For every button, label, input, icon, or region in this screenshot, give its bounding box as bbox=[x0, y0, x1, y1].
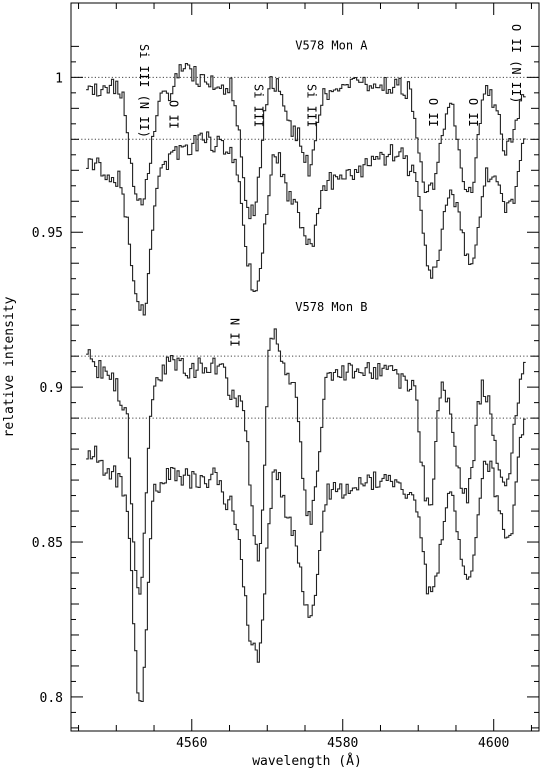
x-tick-label: 4600 bbox=[478, 736, 509, 751]
y-tick-label: 0.85 bbox=[32, 536, 63, 551]
star-label: V578 Mon A bbox=[295, 38, 368, 52]
x-tick-label: 4560 bbox=[176, 736, 207, 751]
y-tick-label: 1 bbox=[55, 71, 63, 86]
x-tick-label: 4580 bbox=[327, 736, 358, 751]
spectrum-series bbox=[86, 418, 526, 703]
line-id-label: O II bbox=[466, 98, 480, 127]
spectrum-series bbox=[86, 131, 526, 316]
x-axis-ticks: 4560 4580 4600 bbox=[78, 3, 532, 751]
line-id-label: O II bbox=[426, 98, 440, 127]
line-id-label: N II bbox=[228, 318, 242, 347]
spectra bbox=[86, 63, 526, 703]
y-axis-label: relative intensity bbox=[2, 296, 17, 437]
line-identifications: Si III (N II) O II Si III Si III O II O II O I… bbox=[137, 24, 523, 347]
line-id-label: Si III (N II) bbox=[137, 44, 151, 138]
line-id-label: O II (N II) bbox=[509, 24, 523, 103]
y-tick-label: 0.95 bbox=[32, 226, 63, 241]
star-label: V578 Mon B bbox=[295, 300, 367, 314]
spectrum-series bbox=[86, 328, 526, 595]
spectrum-series bbox=[86, 63, 526, 220]
y-axis-ticks: 0.8 0.85 0.9 0.95 1 bbox=[32, 45, 539, 729]
line-id-label: Si III bbox=[305, 84, 319, 127]
y-tick-label: 0.9 bbox=[40, 381, 63, 396]
line-id-label: O II bbox=[166, 100, 180, 129]
y-tick-label: 0.8 bbox=[40, 691, 63, 706]
star-labels: V578 Mon A V578 Mon B bbox=[295, 38, 368, 314]
x-axis-label: wavelength (Å) bbox=[252, 753, 362, 769]
line-id-label: Si III bbox=[252, 84, 266, 127]
